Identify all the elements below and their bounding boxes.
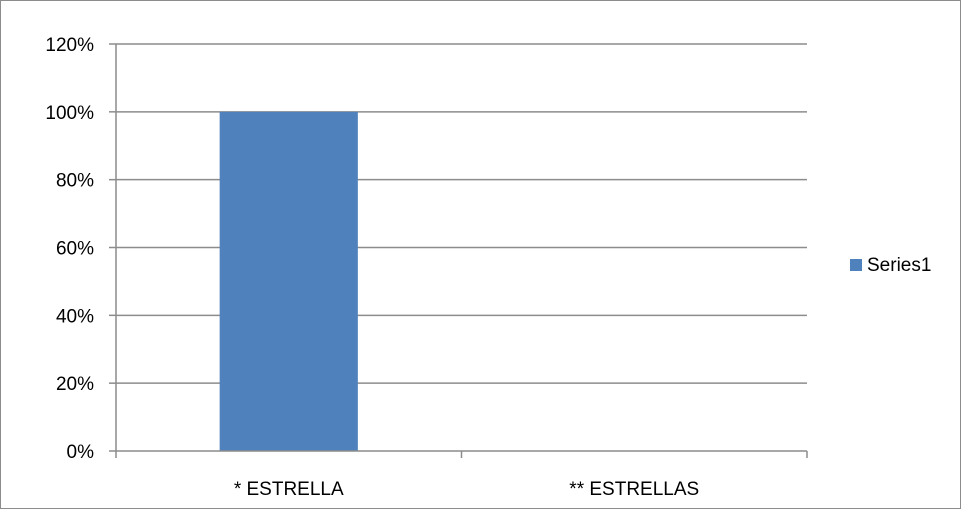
y-tick-label: 60% [56,239,94,260]
axes [109,43,808,458]
y-tick-label: 120% [45,35,94,56]
legend-label: Series1 [867,255,931,276]
x-tick-label: ** ESTRELLAS [569,479,699,500]
bar [219,111,358,451]
legend-swatch [850,259,862,271]
x-tick-label: * ESTRELLA [234,479,344,500]
y-tick-label: 80% [56,171,94,192]
y-tick-label: 40% [56,306,94,327]
x-tick-labels: * ESTRELLA ** ESTRELLAS [234,479,699,500]
y-tick-label: 0% [67,442,95,463]
y-tick-label: 100% [45,103,94,124]
bars [219,111,358,451]
legend: Series1 [850,255,931,276]
y-tick-label: 20% [56,374,94,395]
y-tick-labels: 0% 20% 40% 60% 80% 100% 120% [45,35,94,463]
